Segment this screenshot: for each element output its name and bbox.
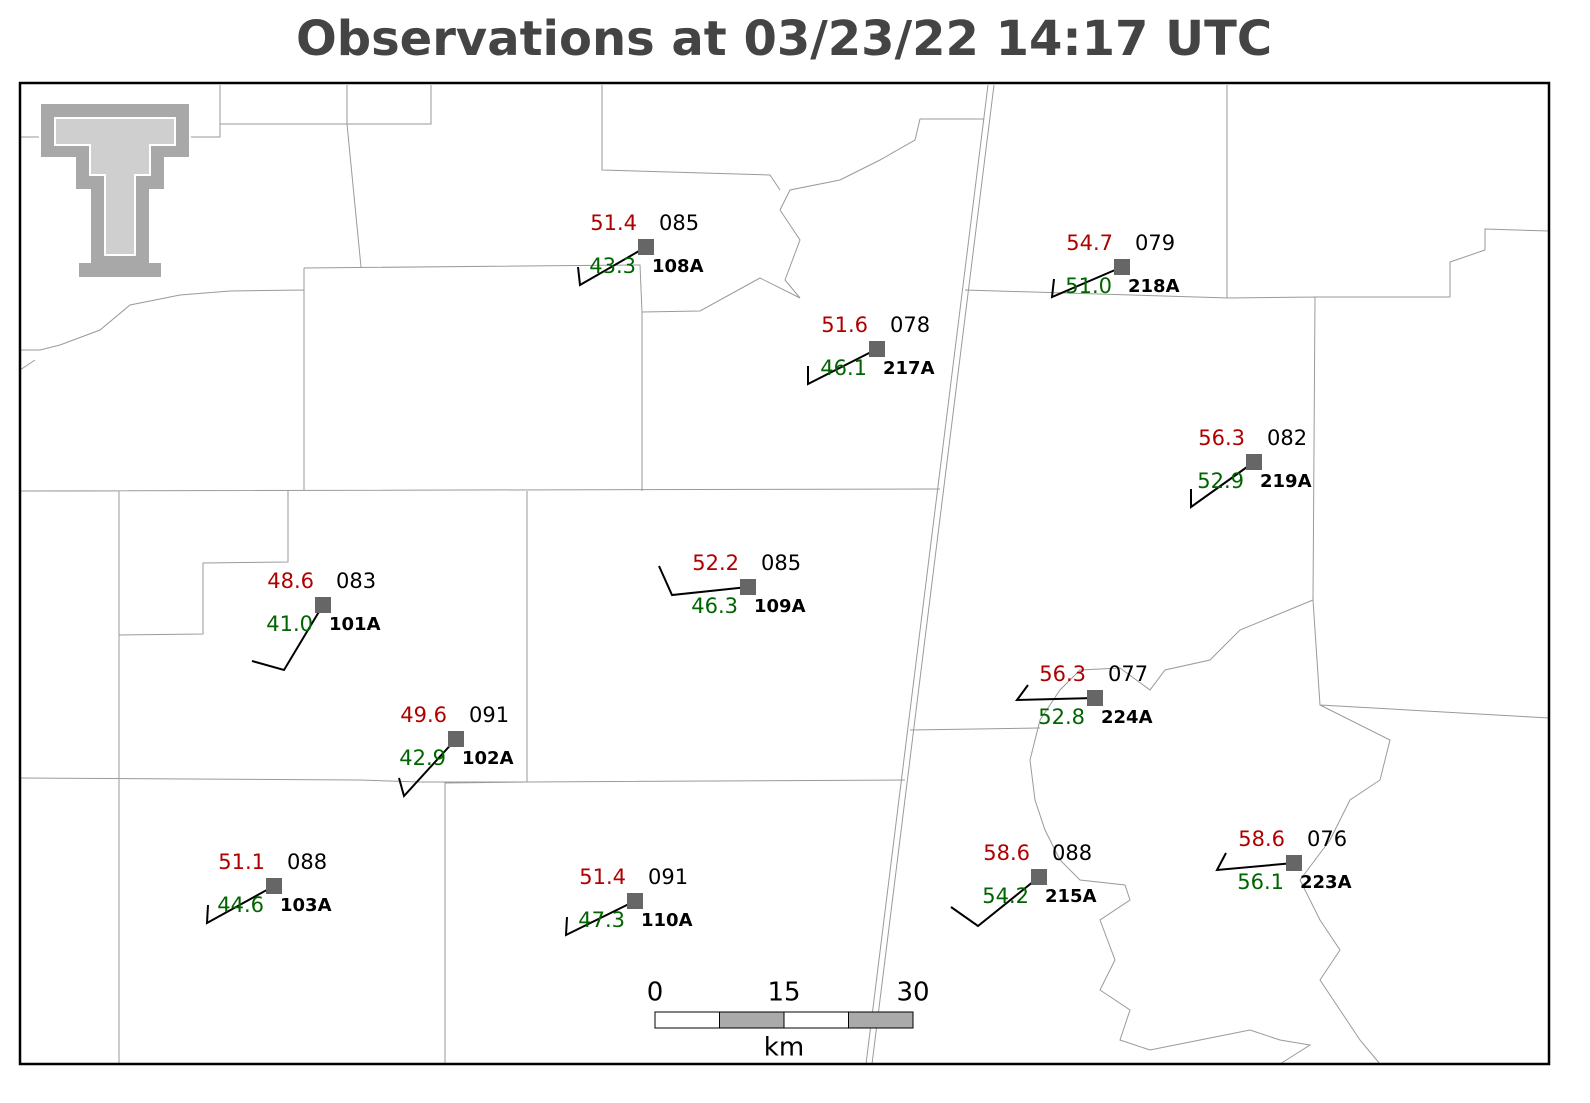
station: 48.6 083 41.0 101A: [251, 569, 381, 672]
station-marker: [740, 579, 756, 595]
wind-barb: [251, 604, 324, 672]
stations: 51.4 085 43.3 108A 51.6 078 46.1 217A 54.7 079 51.…: [205, 211, 1352, 937]
pressure: 091: [469, 703, 509, 727]
wind-barb: [398, 738, 457, 799]
station: 58.6 076 56.1 223A: [1215, 827, 1352, 894]
temperature: 54.7: [1066, 231, 1113, 255]
station: 56.3 082 52.9 219A: [1190, 426, 1312, 509]
wind-barb: [807, 348, 878, 386]
station-marker: [1246, 454, 1262, 470]
dewpoint: 41.0: [266, 612, 313, 636]
wind-barb: [658, 565, 749, 597]
dewpoint: 56.1: [1237, 870, 1284, 894]
temperature: 56.3: [1198, 426, 1245, 450]
dewpoint: 51.0: [1065, 274, 1112, 298]
wind-barb: [205, 885, 275, 925]
temperature: 58.6: [983, 841, 1030, 865]
temperature: 58.6: [1238, 827, 1285, 851]
station-marker: [1087, 690, 1103, 706]
county-lines: [19, 84, 1550, 1065]
scale-bar: 0 15 30 km: [647, 978, 930, 1063]
station-marker: [266, 878, 282, 894]
station: 51.4 091 47.3 110A: [564, 865, 693, 937]
station: 49.6 091 42.9 102A: [398, 703, 514, 799]
temperature: 56.3: [1039, 662, 1086, 686]
pressure: 091: [648, 865, 688, 889]
wind-barb: [1215, 852, 1295, 872]
station-marker: [1114, 259, 1130, 275]
station-id: 215A: [1045, 886, 1097, 907]
map-frame: [18, 81, 1551, 1066]
dewpoint: 44.6: [217, 893, 264, 917]
station-id: 219A: [1260, 471, 1312, 492]
dewpoint: 52.8: [1038, 705, 1085, 729]
scale-label: 15: [767, 978, 800, 1008]
scale-unit: km: [764, 1033, 804, 1063]
dewpoint: 42.9: [399, 746, 446, 770]
station-marker: [1031, 869, 1047, 885]
title: Observations at 03/23/22 14:17 UTC: [296, 11, 1272, 67]
station-id: 110A: [641, 910, 693, 931]
temperature: 52.2: [692, 551, 739, 575]
wind-barb: [950, 876, 1040, 928]
station-marker: [869, 341, 885, 357]
pressure: 078: [890, 313, 930, 337]
temperature: 48.6: [267, 569, 314, 593]
station-marker: [1286, 855, 1302, 871]
dewpoint: 43.3: [589, 254, 636, 278]
temperature: 51.4: [590, 211, 637, 235]
station: 52.2 085 46.3 109A: [658, 551, 806, 618]
temperature: 49.6: [400, 703, 447, 727]
wind-barb: [1014, 684, 1096, 702]
station-id: 109A: [754, 596, 806, 617]
station: 56.3 077 52.8 224A: [1014, 662, 1153, 729]
station-marker: [627, 893, 643, 909]
pressure: 085: [659, 211, 699, 235]
wind-barb: [1050, 266, 1123, 299]
pressure: 088: [1052, 841, 1092, 865]
pressure: 085: [761, 551, 801, 575]
wind-barb: [1190, 461, 1255, 509]
pressure: 083: [336, 569, 376, 593]
dewpoint: 47.3: [578, 908, 625, 932]
station-marker: [448, 731, 464, 747]
scale-label: 30: [896, 978, 929, 1008]
station: 51.6 078 46.1 217A: [807, 313, 935, 386]
dewpoint: 54.2: [982, 884, 1029, 908]
pressure: 079: [1135, 231, 1175, 255]
logo: [39, 102, 191, 279]
dewpoint: 52.9: [1197, 469, 1244, 493]
station: 54.7 079 51.0 218A: [1050, 231, 1180, 299]
temperature: 51.6: [821, 313, 868, 337]
pressure: 088: [287, 850, 327, 874]
station: 58.6 088 54.2 215A: [950, 841, 1097, 928]
dewpoint: 46.1: [820, 356, 867, 380]
station-id: 108A: [652, 256, 704, 277]
station-id: 217A: [883, 358, 935, 379]
station: 51.1 088 44.6 103A: [205, 850, 332, 925]
station-id: 101A: [329, 614, 381, 635]
scale-label: 0: [647, 978, 664, 1008]
wind-barb: [564, 900, 636, 937]
station: 51.4 085 43.3 108A: [577, 211, 704, 287]
dewpoint: 46.3: [691, 594, 738, 618]
station-id: 223A: [1300, 872, 1352, 893]
station-id: 102A: [462, 748, 514, 769]
pressure: 077: [1108, 662, 1148, 686]
wind-barb: [577, 246, 647, 287]
temperature: 51.4: [579, 865, 626, 889]
temperature: 51.1: [218, 850, 265, 874]
station-id: 218A: [1128, 276, 1180, 297]
station-marker: [315, 597, 331, 613]
station-marker: [638, 239, 654, 255]
station-id: 224A: [1101, 707, 1153, 728]
pressure: 076: [1307, 827, 1347, 851]
pressure: 082: [1267, 426, 1307, 450]
station-id: 103A: [280, 895, 332, 916]
